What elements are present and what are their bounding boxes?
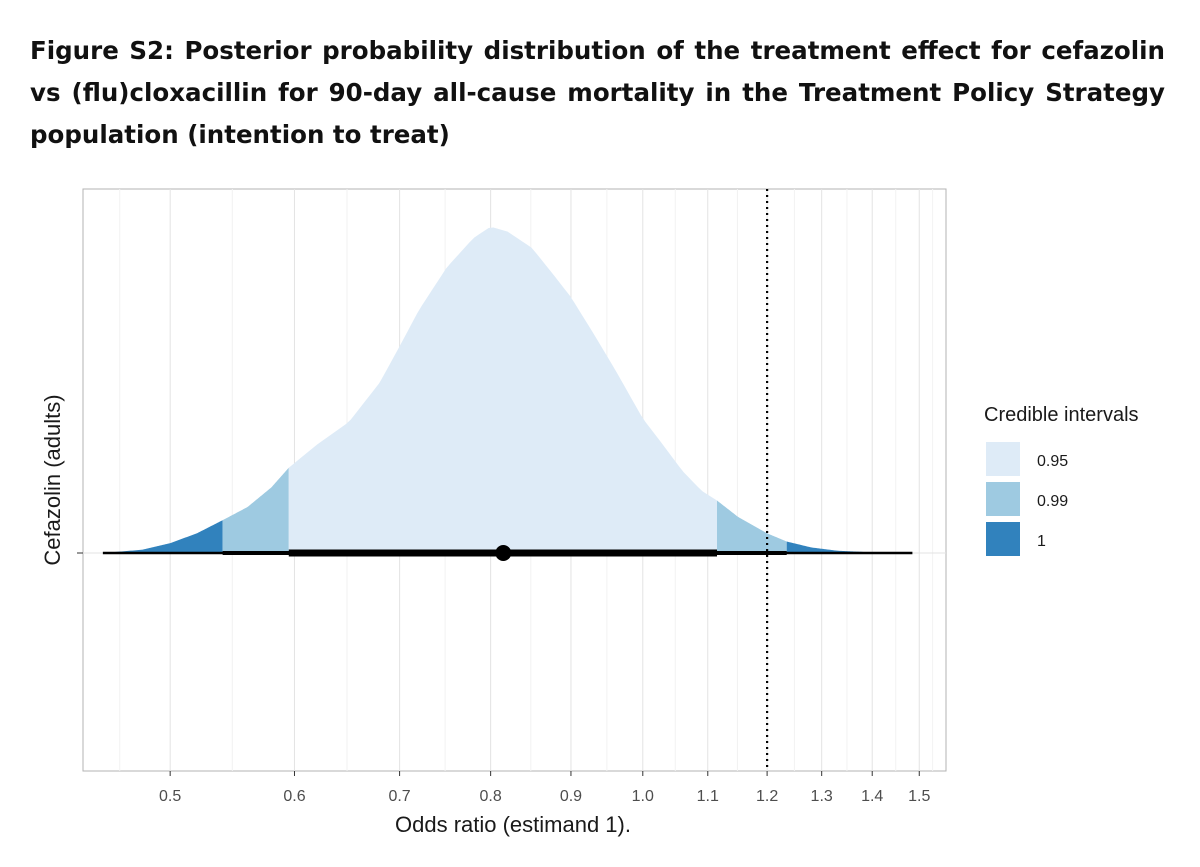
density-area-1-left <box>102 520 223 553</box>
density-areas <box>102 227 913 553</box>
density-area-1-right <box>786 541 913 553</box>
x-tick-label: 1.2 <box>756 788 778 805</box>
density-area-099-left <box>222 467 289 553</box>
y-axis-title: Cefazolin (adults) <box>40 394 65 565</box>
x-axis-ticks: 0.5 0.6 0.7 0.8 0.9 1.0 1.1 1.2 1.3 1.4 1.5 <box>159 771 930 805</box>
x-tick-label: 1.0 <box>632 788 654 805</box>
legend-swatch-099 <box>986 482 1020 516</box>
legend-label-099: 0.99 <box>1037 493 1068 510</box>
x-tick-label: 1.3 <box>811 788 833 805</box>
point-estimate <box>495 545 512 561</box>
x-axis-title: Odds ratio (estimand 1). <box>395 812 631 837</box>
density-area-099-right <box>717 500 787 553</box>
interval-bars <box>102 545 913 561</box>
density-area-095 <box>288 227 718 553</box>
x-tick-label: 0.6 <box>283 788 305 805</box>
legend-swatch-1 <box>986 522 1020 556</box>
legend-label-1: 1 <box>1037 533 1046 550</box>
figure-caption: Figure S2: Posterior probability distrib… <box>30 36 1165 149</box>
legend-label-095: 0.95 <box>1037 453 1068 470</box>
x-tick-label: 0.5 <box>159 788 181 805</box>
legend: Credible intervals 0.95 0.99 1 <box>984 404 1139 556</box>
x-tick-label: 1.1 <box>697 788 719 805</box>
x-tick-label: 1.5 <box>908 788 930 805</box>
legend-title: Credible intervals <box>984 404 1139 426</box>
x-tick-label: 1.4 <box>861 788 883 805</box>
x-tick-label: 0.7 <box>388 788 410 805</box>
x-tick-label: 0.9 <box>560 788 582 805</box>
x-tick-label: 0.8 <box>480 788 502 805</box>
legend-swatch-095 <box>986 442 1020 476</box>
